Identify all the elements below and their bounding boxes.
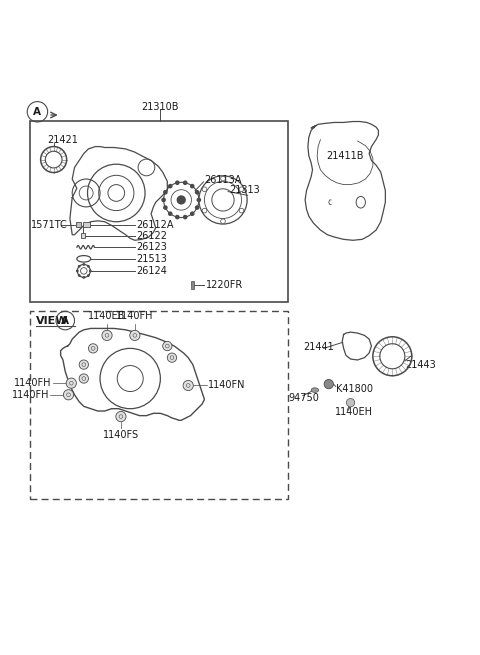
Circle shape [87, 265, 90, 268]
Circle shape [79, 360, 88, 369]
Ellipse shape [311, 388, 319, 392]
Circle shape [102, 330, 112, 341]
Text: 1140FN: 1140FN [208, 381, 245, 390]
Text: 1140FH: 1140FH [12, 390, 49, 400]
Text: 26123: 26123 [136, 242, 167, 252]
Circle shape [202, 187, 207, 191]
Circle shape [76, 269, 79, 272]
Circle shape [190, 212, 194, 216]
Circle shape [202, 208, 207, 213]
Circle shape [168, 353, 177, 362]
Text: 26113A: 26113A [204, 175, 242, 185]
Circle shape [161, 198, 166, 202]
Circle shape [195, 205, 200, 210]
Bar [191, 280, 194, 289]
Circle shape [239, 208, 244, 213]
Bar [81, 233, 85, 238]
Bar [30, 311, 288, 499]
Circle shape [183, 180, 188, 185]
Circle shape [239, 187, 244, 191]
Bar [83, 222, 90, 227]
Text: A: A [61, 316, 69, 326]
Text: 21441: 21441 [303, 342, 334, 352]
Circle shape [83, 276, 85, 279]
Text: A: A [34, 107, 41, 117]
Circle shape [163, 341, 172, 350]
Text: 21411B: 21411B [326, 151, 364, 161]
Text: 1140FH: 1140FH [116, 312, 154, 322]
Circle shape [195, 190, 200, 195]
Circle shape [63, 390, 73, 400]
Circle shape [196, 198, 201, 202]
Circle shape [130, 330, 140, 341]
Text: 1571TC: 1571TC [30, 219, 67, 229]
Circle shape [116, 411, 126, 422]
Text: K41800: K41800 [336, 384, 373, 394]
Text: 1140FH: 1140FH [14, 378, 52, 388]
Circle shape [347, 398, 355, 407]
Circle shape [78, 265, 81, 268]
Circle shape [87, 274, 90, 277]
Text: 1140FS: 1140FS [103, 430, 139, 441]
Bar [76, 222, 81, 227]
Text: 21313: 21313 [229, 185, 260, 195]
Circle shape [183, 381, 193, 390]
Circle shape [163, 190, 168, 195]
Text: 21421: 21421 [47, 135, 78, 145]
Circle shape [221, 219, 225, 223]
Text: 94750: 94750 [289, 393, 320, 403]
Circle shape [83, 263, 85, 266]
Text: 1220FR: 1220FR [206, 280, 243, 290]
Circle shape [168, 212, 173, 216]
Circle shape [175, 180, 180, 185]
Text: 26112A: 26112A [136, 219, 174, 229]
Circle shape [78, 274, 81, 277]
Circle shape [79, 374, 88, 383]
Text: 1140EB: 1140EB [88, 312, 126, 322]
Circle shape [175, 215, 180, 219]
Text: 26122: 26122 [136, 231, 167, 240]
Text: 26124: 26124 [136, 266, 167, 276]
Text: 21513: 21513 [136, 254, 167, 264]
Circle shape [190, 184, 194, 189]
Circle shape [66, 378, 76, 388]
Text: 21443: 21443 [405, 360, 436, 369]
Circle shape [88, 344, 98, 353]
Circle shape [163, 205, 168, 210]
Circle shape [183, 215, 188, 219]
Bar [30, 121, 288, 302]
Circle shape [177, 195, 186, 204]
Text: 1140EH: 1140EH [335, 407, 373, 417]
Circle shape [324, 379, 334, 388]
Circle shape [89, 269, 92, 272]
Circle shape [221, 176, 225, 181]
Circle shape [168, 184, 173, 189]
Text: VIEW: VIEW [36, 316, 69, 326]
Text: 21310B: 21310B [142, 102, 179, 112]
